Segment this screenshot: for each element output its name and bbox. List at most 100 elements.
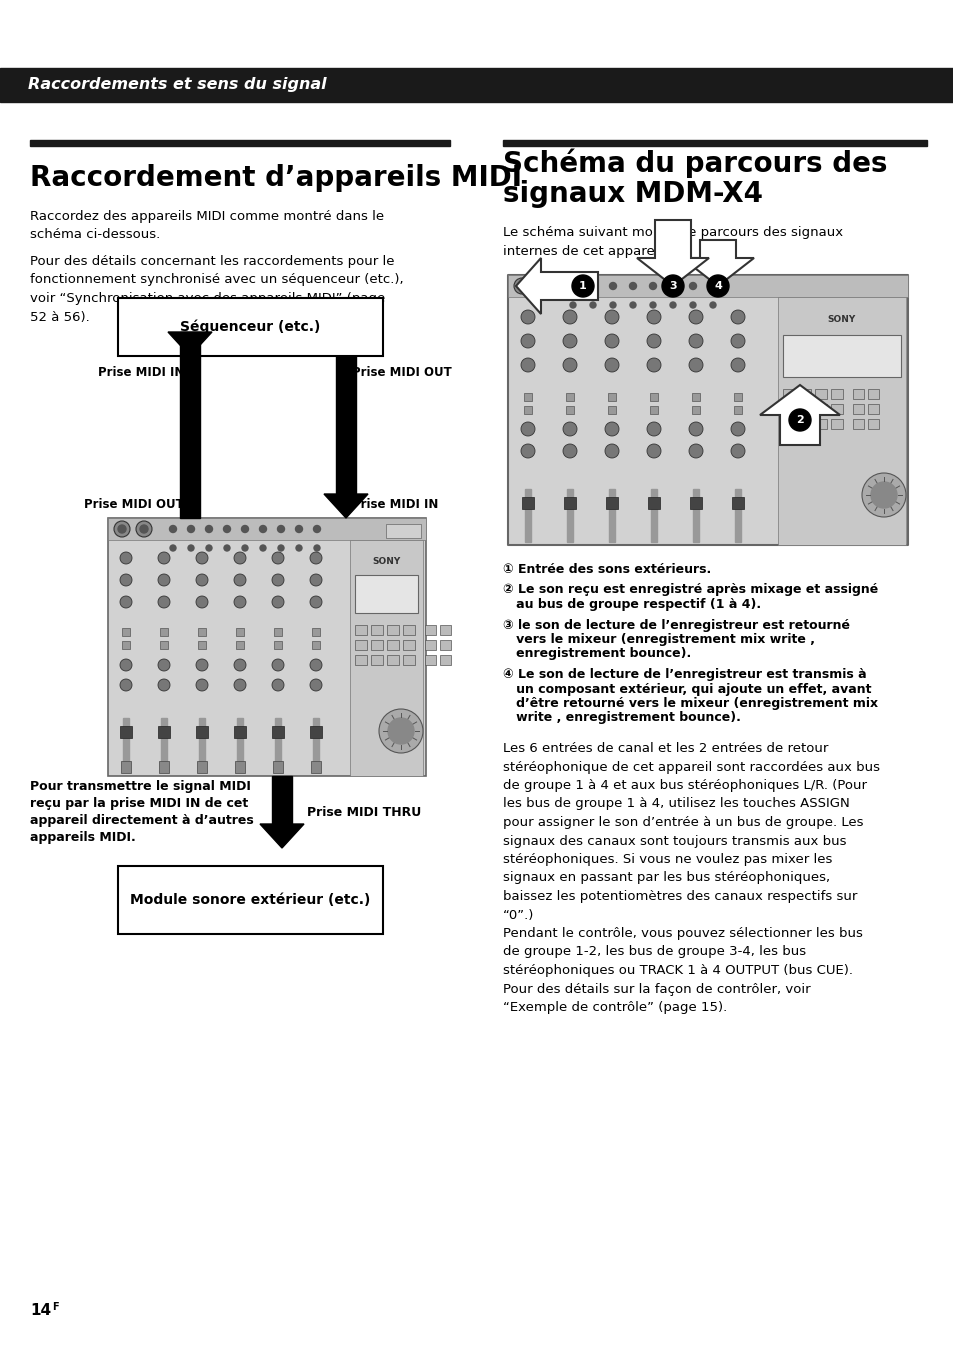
Circle shape — [158, 596, 170, 608]
Bar — [402, 655, 415, 665]
Bar — [199, 717, 205, 765]
Bar — [118, 299, 382, 357]
Bar — [424, 655, 436, 665]
Bar — [852, 389, 863, 399]
Bar — [733, 393, 741, 401]
Circle shape — [188, 544, 193, 551]
Circle shape — [272, 596, 284, 608]
Bar — [158, 725, 170, 738]
Circle shape — [241, 526, 248, 532]
Bar — [355, 626, 367, 635]
Circle shape — [688, 444, 702, 458]
Polygon shape — [335, 357, 355, 494]
Text: SONY: SONY — [827, 315, 855, 323]
Circle shape — [195, 553, 208, 563]
Bar — [30, 141, 450, 146]
Bar — [123, 717, 129, 765]
Circle shape — [709, 282, 716, 289]
Bar — [160, 628, 168, 636]
Bar — [649, 393, 658, 401]
Bar — [161, 717, 167, 765]
Text: Prise MIDI OUT: Prise MIDI OUT — [352, 366, 452, 378]
Circle shape — [730, 444, 744, 458]
Polygon shape — [180, 332, 200, 517]
Circle shape — [629, 303, 636, 308]
Circle shape — [272, 659, 284, 671]
Circle shape — [604, 422, 618, 436]
Bar — [605, 497, 618, 509]
Circle shape — [158, 659, 170, 671]
Bar — [195, 725, 208, 738]
Bar — [867, 419, 878, 430]
Text: ① Entrée des sons extérieurs.: ① Entrée des sons extérieurs. — [502, 563, 711, 576]
Circle shape — [520, 334, 535, 349]
Bar — [387, 640, 398, 650]
Circle shape — [120, 659, 132, 671]
Bar — [689, 497, 701, 509]
Bar — [607, 393, 616, 401]
Text: 2: 2 — [796, 415, 803, 426]
Circle shape — [233, 659, 246, 671]
Bar — [814, 419, 826, 430]
Circle shape — [140, 526, 148, 534]
Bar — [608, 489, 615, 542]
Circle shape — [195, 596, 208, 608]
Circle shape — [609, 303, 616, 308]
Bar — [108, 517, 426, 775]
Bar — [424, 640, 436, 650]
Bar — [565, 407, 574, 413]
Bar — [355, 576, 417, 613]
Circle shape — [562, 309, 577, 324]
Bar — [402, 626, 415, 635]
Bar — [524, 489, 531, 542]
Bar — [122, 628, 130, 636]
Circle shape — [536, 278, 552, 295]
Circle shape — [310, 553, 322, 563]
Bar — [355, 655, 367, 665]
Bar — [814, 389, 826, 399]
Text: ④ Le son de lecture de l’enregistreur est transmis à: ④ Le son de lecture de l’enregistreur es… — [502, 667, 865, 681]
Circle shape — [277, 544, 284, 551]
Bar — [814, 404, 826, 413]
Bar — [565, 393, 574, 401]
Circle shape — [233, 596, 246, 608]
Circle shape — [589, 282, 596, 289]
Bar — [196, 761, 207, 773]
Circle shape — [188, 526, 194, 532]
Polygon shape — [760, 385, 840, 444]
Bar — [523, 407, 532, 413]
Text: Raccordements et sens du signal: Raccordements et sens du signal — [28, 77, 326, 92]
Bar — [799, 389, 810, 399]
Circle shape — [120, 596, 132, 608]
Text: vers le mixeur (enregistrement mix write ,: vers le mixeur (enregistrement mix write… — [502, 634, 814, 646]
Circle shape — [688, 422, 702, 436]
Bar — [160, 640, 168, 648]
Bar — [159, 761, 169, 773]
Circle shape — [646, 334, 660, 349]
Text: write , enregistrement bounce).: write , enregistrement bounce). — [502, 712, 740, 724]
Circle shape — [788, 409, 810, 431]
Bar — [566, 489, 573, 542]
Text: Raccordement d’appareils MIDI: Raccordement d’appareils MIDI — [30, 163, 521, 192]
Circle shape — [589, 303, 596, 308]
Bar — [563, 497, 576, 509]
Circle shape — [520, 358, 535, 372]
Circle shape — [158, 553, 170, 563]
Bar — [867, 404, 878, 413]
Polygon shape — [272, 775, 292, 824]
Circle shape — [604, 309, 618, 324]
Circle shape — [388, 717, 414, 744]
Bar — [507, 276, 907, 544]
Circle shape — [223, 526, 231, 532]
Circle shape — [514, 278, 530, 295]
Circle shape — [706, 276, 728, 297]
Circle shape — [689, 303, 696, 308]
Circle shape — [604, 334, 618, 349]
Bar — [521, 497, 534, 509]
Bar — [371, 655, 382, 665]
Text: Séquenceur (etc.): Séquenceur (etc.) — [180, 320, 320, 334]
Circle shape — [520, 422, 535, 436]
Text: Prise MIDI OUT: Prise MIDI OUT — [84, 497, 184, 511]
Bar — [507, 276, 907, 297]
Circle shape — [646, 444, 660, 458]
